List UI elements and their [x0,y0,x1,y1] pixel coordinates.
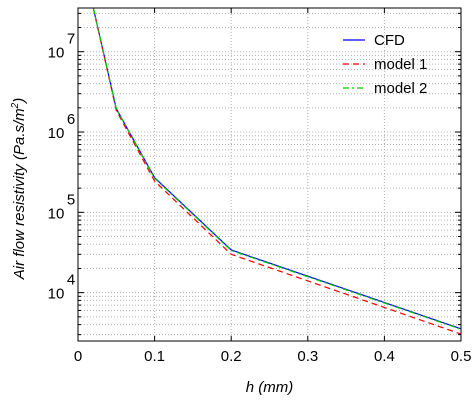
x-tick-label: 0.5 [451,348,472,365]
legend-label: model 2 [374,80,427,97]
y-tick-label: 10 [48,125,65,142]
y-axis-label-close: ) [11,98,28,105]
y-axis-label-sup: 2 [10,102,21,109]
y-tick-exponent: 7 [67,31,75,48]
legend: CFD model 1 model 2 [343,32,427,97]
y-tick-base: 10 [48,45,65,62]
y-tick-label: 10 [48,286,65,303]
y-tick-exponent: 5 [67,191,75,208]
x-tick-label: 0.4 [374,348,395,365]
y-tick-base: 10 [48,125,65,142]
series-line-model-2 [92,7,462,330]
legend-label: model 1 [374,56,427,73]
x-axis-label: h (mm) [246,379,294,396]
y-tick-label: 10 [48,45,65,62]
y-tick-label: 10 [48,205,65,222]
y-tick-base: 10 [48,205,65,222]
series-layer [92,7,462,335]
x-tick-label: 0.2 [221,348,242,365]
legend-label: CFD [374,32,405,49]
y-axis-label-main: Air flow resistivity (Pa.s/m [11,108,28,280]
y-tick-exponent: 6 [67,111,75,128]
x-tick-label: 0.1 [144,348,165,365]
x-tick-label: 0 [74,348,82,365]
y-tick-base: 10 [48,286,65,303]
x-tick-label: 0.3 [297,348,318,365]
grid [78,8,461,341]
y-axis-label: Air flow resistivity (Pa.s/m2) [10,98,28,280]
y-tick-exponent: 4 [67,272,75,289]
